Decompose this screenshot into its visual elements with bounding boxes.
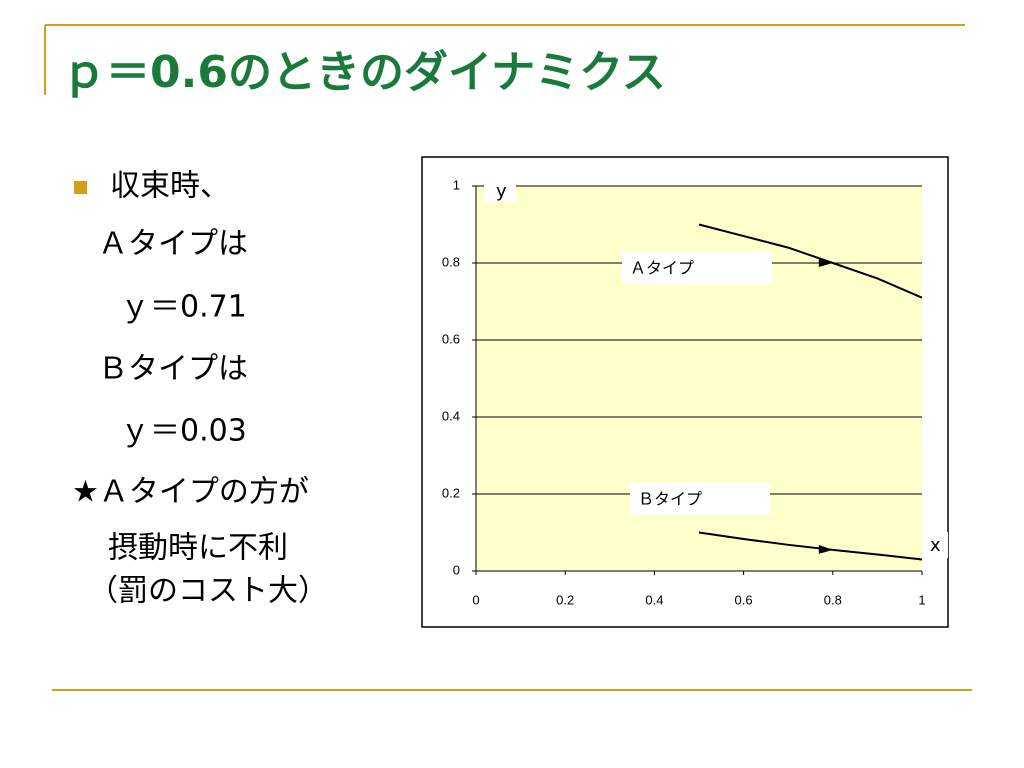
series-label-bg bbox=[622, 252, 772, 284]
series-line bbox=[698, 223, 923, 299]
y-axis-label: y bbox=[496, 181, 507, 202]
body-line: ｙ＝0.03 bbox=[120, 414, 247, 449]
chart: 0 0.2 0.4 0.6 0.8 1 0 0.2 0.4 0.6 0.8 1 y x Ａタイプ Ｂタイプ bbox=[442, 177, 948, 607]
direction-arrow bbox=[818, 544, 833, 554]
x-tick-label: 0.8 bbox=[824, 592, 842, 607]
axis-label-bg bbox=[922, 532, 948, 558]
body-line: ★Ａタイプの方が bbox=[72, 475, 309, 510]
slide-title: ｐ＝0.6のときのダイナミクス bbox=[62, 47, 666, 98]
y-tick-label: 0.2 bbox=[442, 485, 460, 500]
body-line: （罰のコスト大） bbox=[88, 574, 328, 609]
x-tick-label: 0.4 bbox=[645, 592, 663, 607]
x-axis-label: x bbox=[930, 535, 941, 556]
y-tick-label: 0.8 bbox=[442, 254, 460, 269]
body-line: 摂動時に不利 bbox=[108, 531, 288, 566]
x-tick-label: 0.2 bbox=[556, 592, 574, 607]
direction-arrow bbox=[818, 258, 833, 267]
x-tick-label: 1 bbox=[918, 592, 925, 607]
bullet bbox=[74, 181, 87, 194]
y-tick-label: 0.6 bbox=[442, 331, 460, 346]
series-line bbox=[698, 531, 923, 561]
body-line: ｙ＝0.71 bbox=[120, 290, 247, 325]
series-label: Ａタイプ bbox=[630, 259, 694, 278]
body-line: Ｂタイプは bbox=[98, 352, 248, 387]
series-label-bg bbox=[630, 483, 770, 515]
y-tick-label: 0.4 bbox=[442, 408, 460, 423]
x-tick-label: 0 bbox=[472, 592, 479, 607]
series-label: Ｂタイプ bbox=[638, 490, 702, 509]
y-tick-label: 1 bbox=[453, 177, 460, 192]
body-line: Ａタイプは bbox=[98, 227, 248, 262]
y-tick-label: 0 bbox=[453, 562, 460, 577]
axis-label-bg bbox=[484, 180, 516, 202]
body-line: 収束時、 bbox=[110, 169, 230, 204]
x-tick-label: 0.6 bbox=[735, 592, 753, 607]
